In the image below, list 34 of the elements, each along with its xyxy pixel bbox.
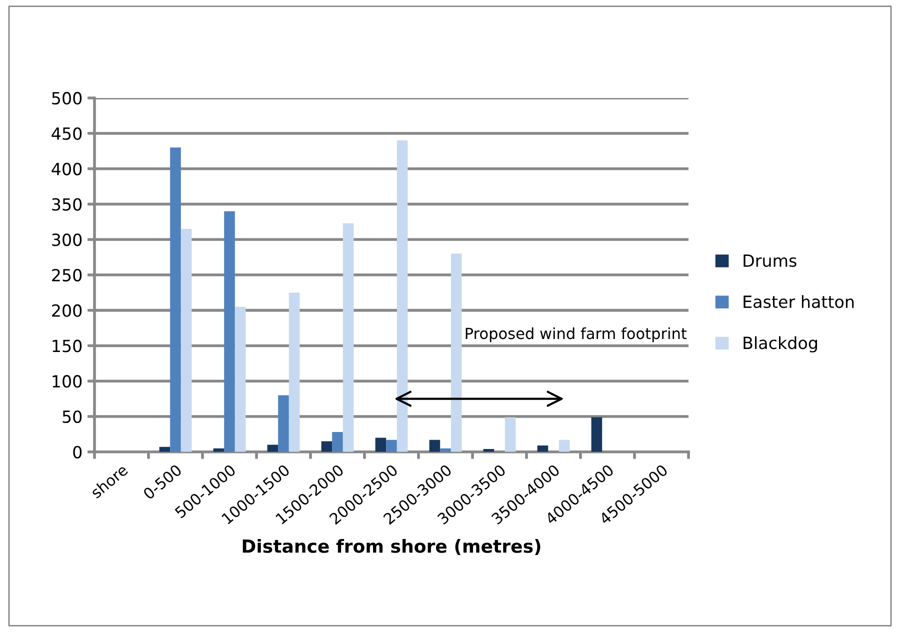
legend-label: Blackdog [744, 336, 817, 352]
bar [558, 440, 570, 452]
bar [234, 306, 246, 452]
y-tick-label: 300 [52, 233, 82, 246]
bar [450, 254, 462, 452]
y-tick-label: 250 [52, 268, 82, 282]
y-tick-label: 200 [52, 304, 82, 317]
legend-label: Easter hatton [744, 295, 854, 308]
y-tick-label: 0 [73, 446, 82, 458]
legend-label: Drums [744, 254, 796, 267]
y-tick-label: 400 [52, 162, 82, 176]
bar [375, 438, 386, 452]
y-tick-label: 50 [62, 410, 82, 424]
x-axis-title: Distance from shore (metres) [242, 538, 540, 556]
y-tick-label: 100 [52, 375, 82, 388]
bar [332, 432, 343, 452]
bar [170, 148, 181, 452]
annotation: Proposed wind farm footprint [466, 327, 687, 342]
bar [342, 223, 354, 452]
bar [321, 441, 332, 452]
bar [504, 417, 516, 452]
bar [288, 292, 300, 452]
bar [396, 140, 408, 452]
bar [537, 446, 548, 452]
y-tick-label: 350 [52, 198, 82, 211]
bar [591, 417, 602, 452]
y-tick-label: 450 [52, 127, 82, 140]
bar [180, 228, 192, 452]
y-tick-label: 150 [52, 340, 82, 352]
bar [224, 211, 235, 452]
bar [278, 395, 289, 452]
y-tick-label: 500 [52, 92, 82, 105]
bar [429, 440, 440, 452]
bar [386, 440, 397, 452]
